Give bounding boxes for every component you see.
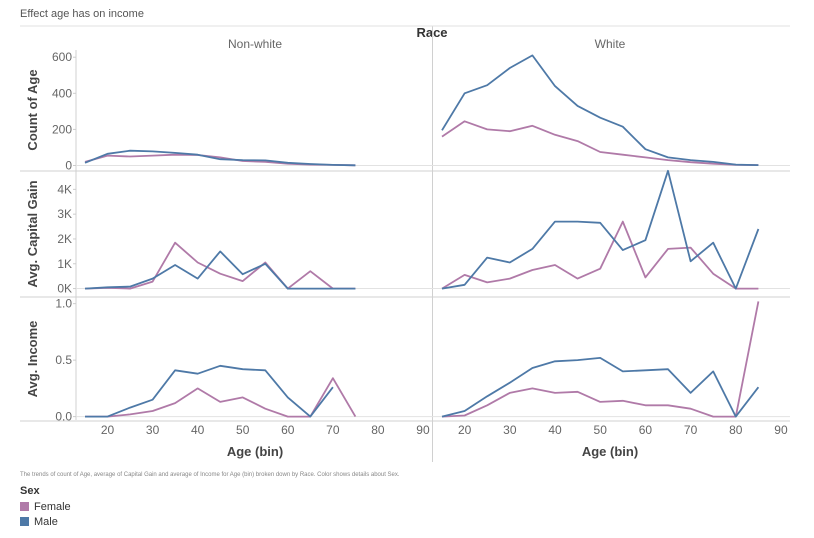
y-tick-label: 200 — [52, 122, 72, 136]
y-tick-label: 1.0 — [55, 297, 72, 311]
x-tick-label: 90 — [416, 423, 430, 437]
series-line-male[interactable] — [441, 356, 760, 418]
chart-panels: 0 200 400 600 Count of Age 0K 1K 2K 3K 4K Avg. Cap… — [20, 25, 790, 462]
series-line-male[interactable] — [441, 169, 760, 290]
series-line-female[interactable] — [441, 301, 760, 418]
x-tick-label: 40 — [548, 423, 562, 437]
x-axis-label-non-white: Age (bin) — [227, 444, 283, 459]
x-axis-label-white: Age (bin) — [582, 444, 638, 459]
y-tick-label: 1K — [57, 257, 72, 271]
x-tick-label: 50 — [236, 423, 250, 437]
x-tick-label: 60 — [281, 423, 295, 437]
facet-label-non-white: Non-white — [228, 37, 282, 51]
x-tick-label: 70 — [326, 423, 340, 437]
y-axis-label: Count of Age — [25, 69, 40, 150]
series-line-male[interactable] — [85, 364, 334, 418]
y-axis-label: Avg. Capital Gain — [25, 180, 40, 287]
legend-label-female: Female — [34, 500, 71, 513]
x-tick-label: 50 — [594, 423, 608, 437]
series-line-female[interactable] — [441, 220, 759, 290]
series-line-male[interactable] — [84, 149, 356, 167]
y-tick-label: 0.0 — [55, 410, 72, 424]
x-tick-label: 20 — [458, 423, 472, 437]
x-tick-label: 40 — [191, 423, 205, 437]
series-line-female[interactable] — [441, 120, 759, 166]
series-line-male[interactable] — [441, 54, 759, 166]
legend-swatch-male — [20, 517, 29, 526]
series-line-female[interactable] — [84, 241, 356, 290]
x-tick-label: 80 — [729, 423, 743, 437]
x-tick-label: 60 — [639, 423, 653, 437]
series-line-male[interactable] — [84, 250, 356, 290]
y-tick-label: 4K — [57, 182, 72, 196]
y-tick-label: 3K — [57, 207, 72, 221]
y-tick-label: 0.5 — [55, 353, 72, 367]
y-tick-label: 600 — [52, 50, 72, 64]
x-tick-label: 80 — [371, 423, 385, 437]
y-axis-label: Avg. Income — [25, 321, 40, 398]
legend-swatch-female — [20, 502, 29, 511]
facet-label-white: White — [595, 37, 626, 51]
legend-item-male[interactable]: Male — [20, 514, 71, 529]
x-tick-label: 20 — [101, 423, 115, 437]
y-tick-label: 0 — [65, 158, 72, 172]
legend-label-male: Male — [34, 515, 58, 528]
chart-title: Effect age has on income — [20, 8, 144, 20]
y-tick-label: 2K — [57, 232, 72, 246]
x-tick-label: 30 — [146, 423, 160, 437]
y-tick-label: 0K — [57, 282, 72, 296]
legend: Sex Female Male — [20, 485, 71, 529]
x-tick-label: 70 — [684, 423, 698, 437]
legend-title: Sex — [20, 485, 40, 497]
legend-item-female[interactable]: Female — [20, 499, 71, 514]
x-tick-label: 90 — [774, 423, 788, 437]
x-tick-label: 30 — [503, 423, 517, 437]
chart-caption: The trends of count of Age, average of C… — [20, 472, 400, 478]
y-tick-label: 400 — [52, 86, 72, 100]
